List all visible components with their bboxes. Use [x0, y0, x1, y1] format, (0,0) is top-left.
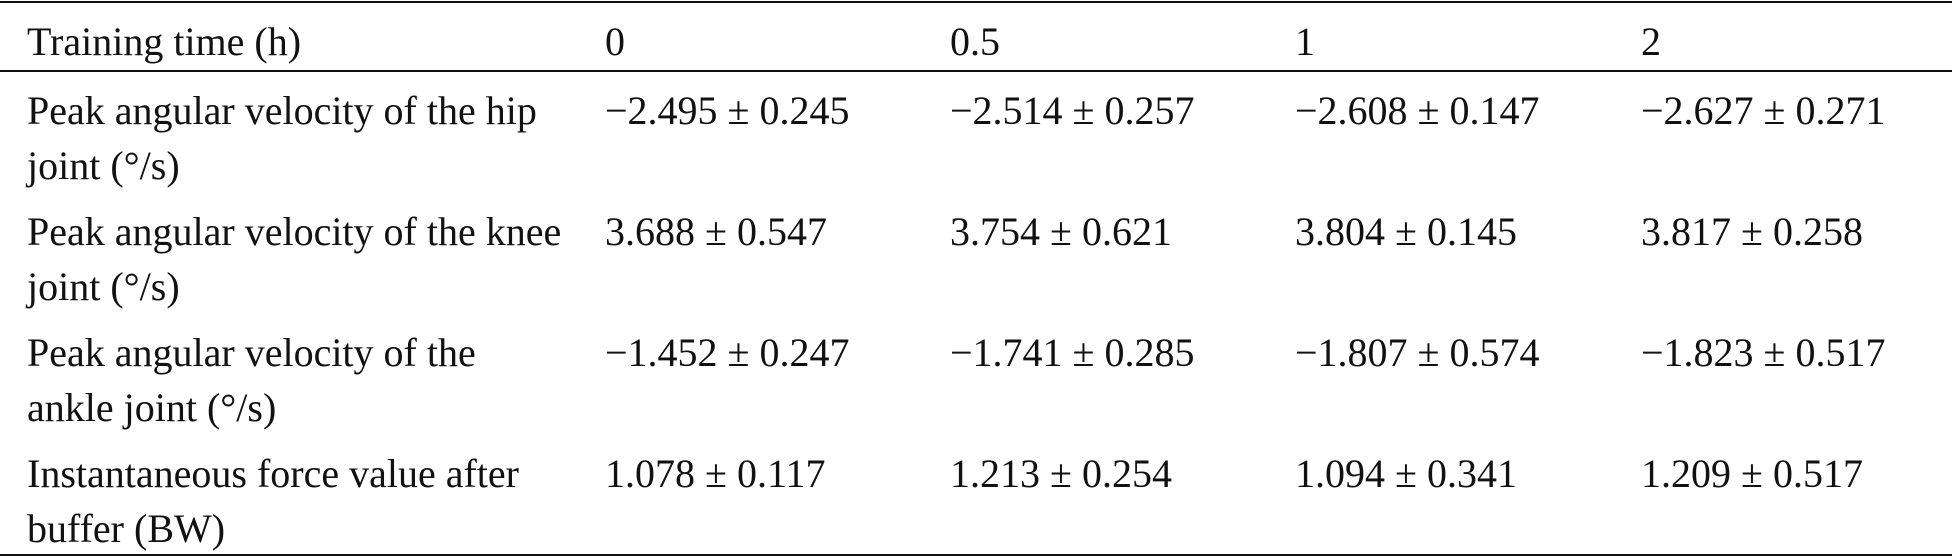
value-cell: 1.209 ± 0.517: [1641, 451, 1863, 496]
value-cell: −1.741 ± 0.285: [950, 330, 1195, 375]
value-cell: −2.627 ± 0.271: [1641, 88, 1886, 133]
row-label: Peak angular velocity of the hip joint (…: [27, 88, 537, 188]
row-label: Instantaneous force value after buffer (…: [27, 451, 519, 551]
bottom-rule: [0, 554, 1952, 556]
value-cell: −1.807 ± 0.574: [1295, 330, 1540, 375]
value-cell: −1.823 ± 0.517: [1641, 330, 1886, 375]
value-cell: 1.078 ± 0.117: [605, 451, 826, 496]
row-label: Peak angular velocity of the ankle joint…: [27, 330, 476, 430]
header-cell: 1: [1295, 19, 1315, 64]
value-cell: 3.804 ± 0.145: [1295, 209, 1517, 254]
value-cell: 1.094 ± 0.341: [1295, 451, 1517, 496]
header-rule: [0, 70, 1952, 72]
value-cell: −1.452 ± 0.247: [605, 330, 850, 375]
value-cell: −2.495 ± 0.245: [605, 88, 850, 133]
value-cell: 3.688 ± 0.547: [605, 209, 827, 254]
value-cell: 3.817 ± 0.258: [1641, 209, 1863, 254]
value-cell: −2.514 ± 0.257: [950, 88, 1195, 133]
header-cell: 0.5: [950, 19, 1000, 64]
value-cell: 3.754 ± 0.621: [950, 209, 1172, 254]
header-cell: Training time (h): [27, 19, 302, 64]
value-cell: 1.213 ± 0.254: [950, 451, 1172, 496]
header-cell: 2: [1641, 19, 1661, 64]
top-rule: [0, 1, 1952, 3]
header-cell: 0: [605, 19, 625, 64]
value-cell: −2.608 ± 0.147: [1295, 88, 1540, 133]
row-label: Peak angular velocity of the knee joint …: [27, 209, 562, 309]
